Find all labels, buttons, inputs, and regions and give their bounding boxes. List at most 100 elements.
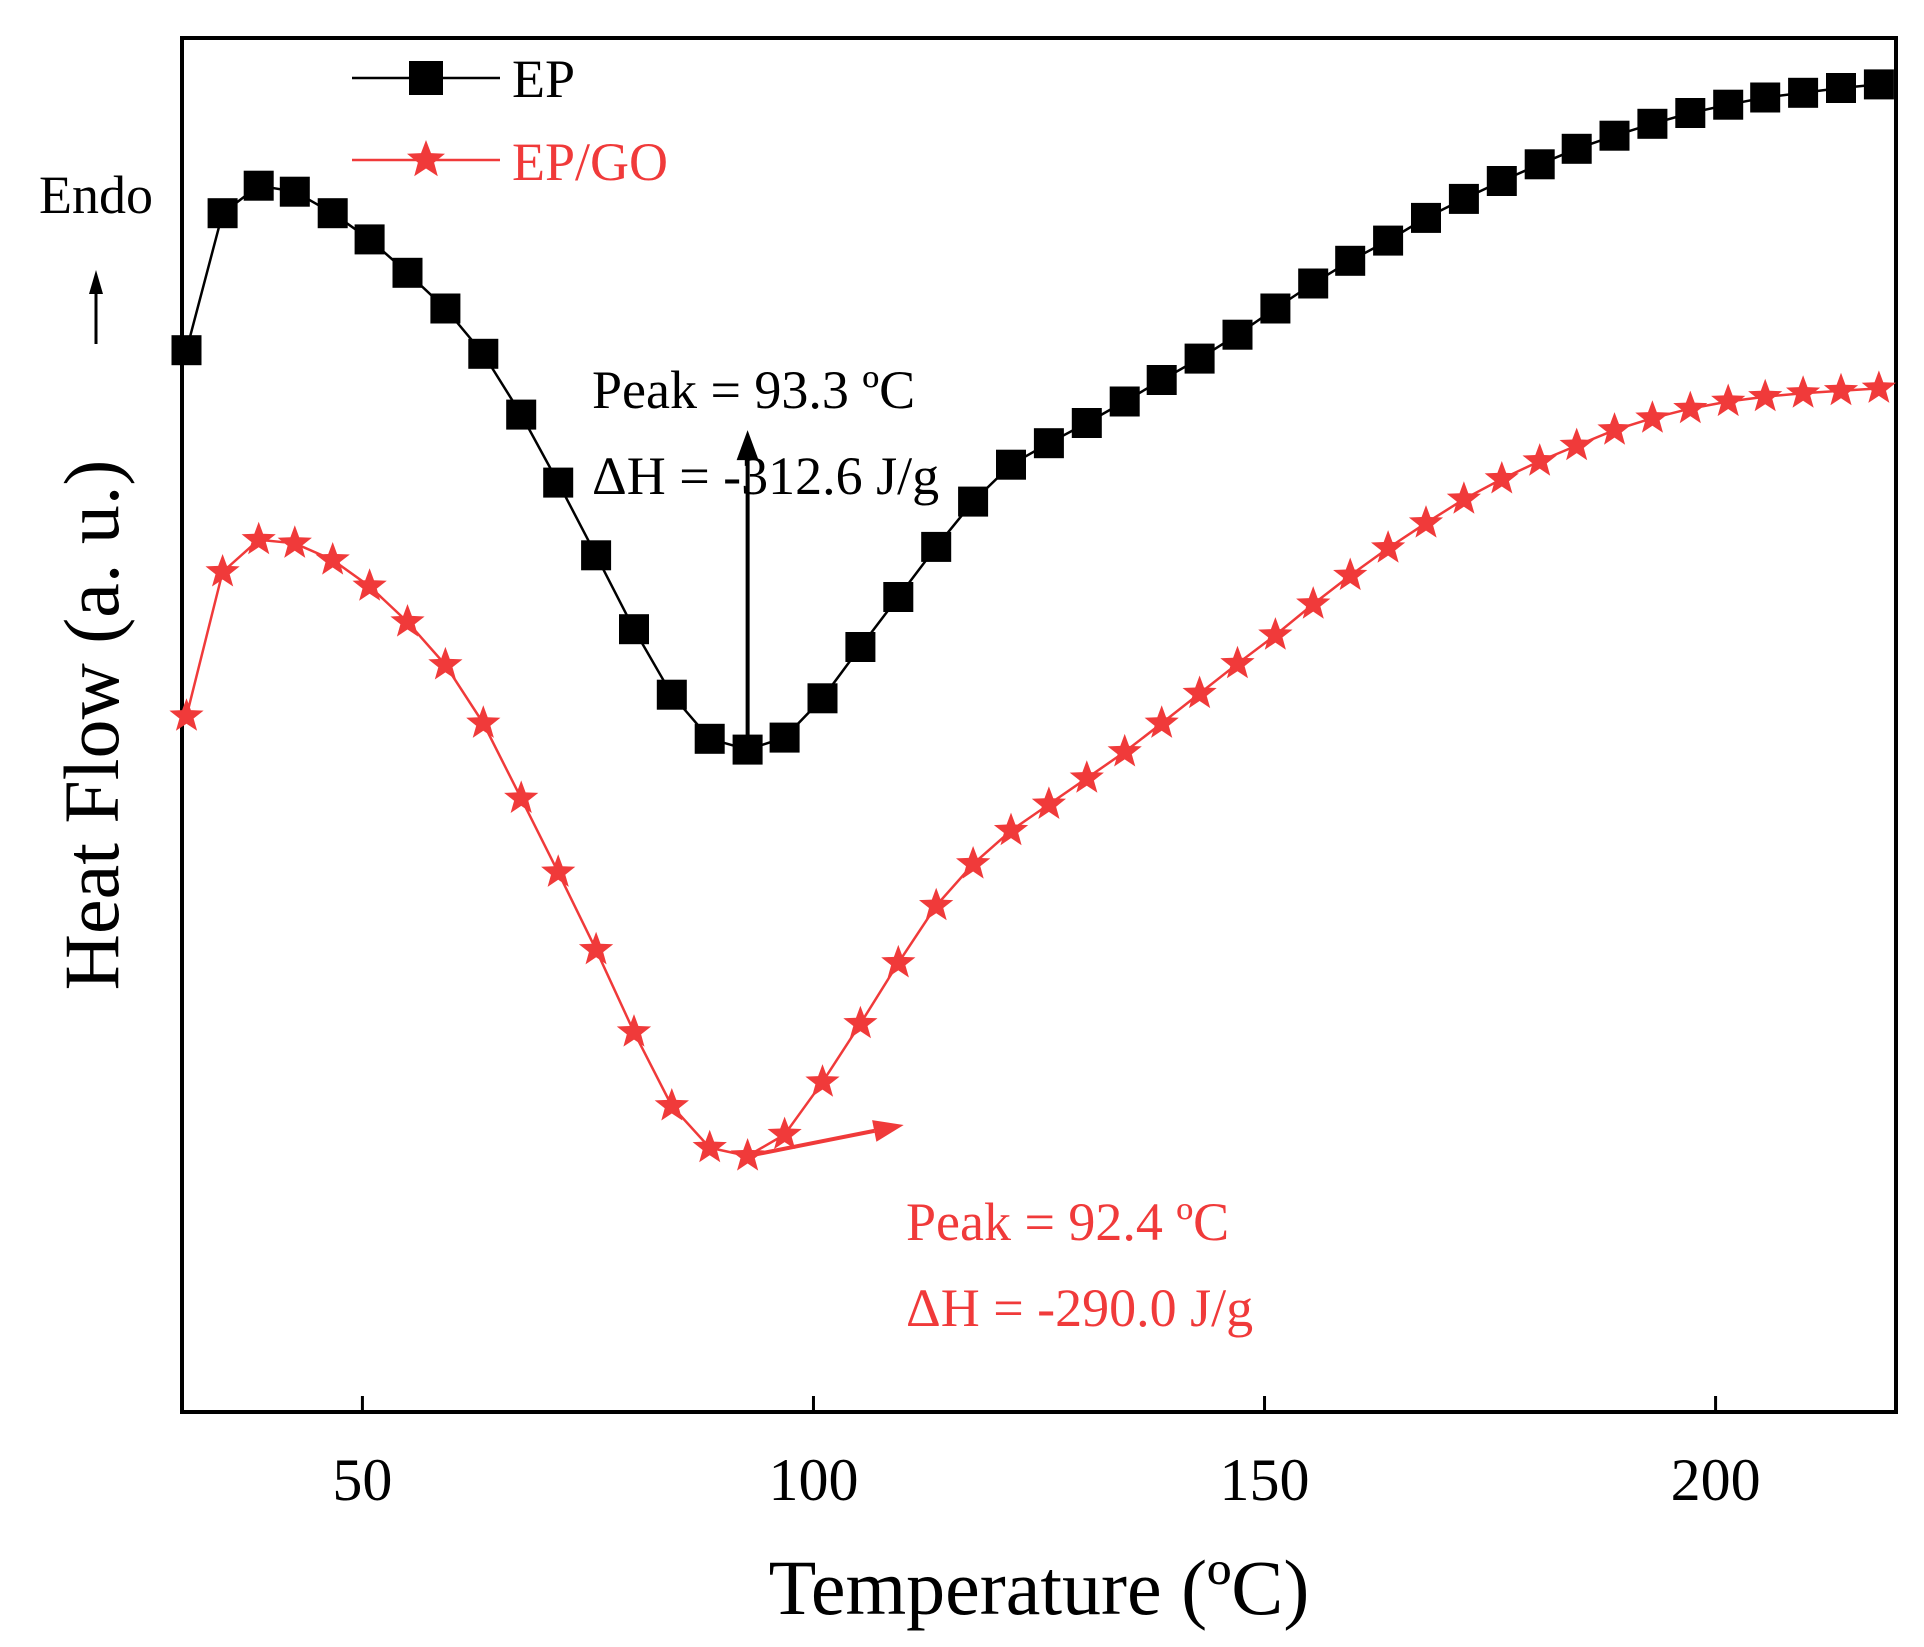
data-point-0-6 — [392, 257, 423, 288]
data-point-1-32 — [1371, 530, 1406, 563]
legend-square-marker — [409, 61, 443, 95]
data-point-1-11 — [578, 931, 614, 965]
data-point-0-16 — [769, 722, 800, 753]
data-point-1-17 — [805, 1064, 840, 1097]
data-point-0-35 — [1486, 166, 1517, 196]
data-point-1-36 — [1522, 443, 1557, 476]
data-point-0-4 — [317, 198, 348, 229]
legend-label-epgo: EP/GO — [512, 132, 668, 192]
data-point-0-31 — [1335, 245, 1366, 276]
data-point-1-45 — [1861, 370, 1896, 403]
data-point-1-40 — [1673, 390, 1708, 424]
data-point-1-14 — [692, 1129, 727, 1163]
data-point-1-26 — [1144, 705, 1179, 738]
data-point-1-34 — [1446, 481, 1481, 514]
data-point-0-39 — [1637, 108, 1668, 139]
x-tick-label-0: 50 — [332, 1447, 392, 1513]
data-point-1-43 — [1786, 375, 1821, 408]
data-point-0-29 — [1260, 293, 1291, 324]
data-point-0-23 — [1033, 428, 1064, 459]
data-point-0-33 — [1411, 202, 1441, 233]
data-point-1-33 — [1408, 505, 1444, 538]
data-point-0-13 — [656, 679, 687, 710]
data-point-0-45 — [1863, 69, 1894, 100]
data-point-0-36 — [1524, 149, 1555, 180]
data-point-0-10 — [543, 467, 574, 498]
data-point-0-44 — [1826, 73, 1856, 103]
x-tick-label-2: 150 — [1220, 1447, 1310, 1513]
data-point-1-12 — [616, 1014, 652, 1047]
data-point-0-8 — [468, 338, 499, 369]
data-point-0-24 — [1071, 408, 1102, 438]
data-point-0-20 — [921, 531, 952, 562]
data-point-1-20 — [919, 887, 954, 921]
y-axis-label: Heat Flow (a. u.) — [48, 460, 135, 991]
data-point-0-21 — [958, 486, 989, 517]
data-point-1-25 — [1107, 733, 1142, 767]
data-point-0-2 — [243, 170, 274, 201]
data-point-1-4 — [315, 542, 350, 575]
data-point-0-9 — [506, 399, 537, 430]
data-point-1-41 — [1711, 383, 1746, 417]
data-point-0-18 — [845, 632, 876, 662]
data-point-0-40 — [1675, 98, 1706, 128]
data-point-1-8 — [466, 705, 501, 738]
data-point-0-34 — [1448, 183, 1479, 214]
data-point-1-13 — [654, 1088, 689, 1121]
data-point-0-38 — [1599, 120, 1630, 151]
data-point-1-44 — [1823, 372, 1859, 406]
data-point-0-0 — [171, 335, 202, 366]
data-point-1-35 — [1484, 461, 1519, 494]
data-point-1-1 — [205, 554, 240, 587]
x-axis-ticks: 50 100 150 200 — [332, 1396, 1761, 1513]
annotation-ep-enthalpy: ΔH = -312.6 J/g — [592, 446, 939, 506]
series-line-1 — [185, 387, 1879, 1158]
epgo-peak-arrow — [747, 1120, 904, 1158]
annotation-epgo-enthalpy: ΔH = -290.0 J/g — [906, 1278, 1253, 1338]
data-point-1-39 — [1635, 400, 1670, 433]
data-point-1-19 — [881, 944, 916, 978]
arrow-layer — [736, 430, 904, 1158]
data-point-1-28 — [1220, 645, 1255, 679]
data-point-1-27 — [1182, 675, 1217, 709]
data-point-1-7 — [428, 646, 463, 680]
data-point-0-32 — [1373, 225, 1404, 256]
data-point-1-22 — [993, 812, 1029, 846]
up-arrow-icon — [89, 270, 103, 344]
data-point-1-29 — [1258, 617, 1293, 650]
annotation-epgo-peak: Peak = 92.4 ºC — [906, 1192, 1229, 1252]
data-point-1-23 — [1031, 786, 1066, 819]
data-point-0-30 — [1298, 268, 1329, 299]
legend-star-marker — [407, 140, 445, 177]
data-point-1-31 — [1333, 557, 1368, 591]
x-tick-label-3: 200 — [1671, 1447, 1761, 1513]
legend: EP EP/GO — [352, 49, 668, 192]
legend-item-epgo: EP/GO — [352, 132, 668, 192]
data-point-1-38 — [1597, 412, 1632, 445]
data-point-1-42 — [1748, 378, 1783, 412]
data-point-0-7 — [430, 293, 461, 324]
data-point-0-12 — [619, 614, 649, 645]
legend-label-ep: EP — [512, 49, 575, 109]
data-point-1-6 — [390, 604, 425, 637]
data-point-1-16 — [767, 1116, 802, 1150]
data-point-0-42 — [1750, 82, 1781, 113]
data-point-1-9 — [504, 780, 539, 813]
ep-peak-arrow — [736, 430, 759, 750]
data-point-1-10 — [541, 854, 576, 887]
endo-label: Endo — [39, 165, 153, 225]
data-point-0-1 — [207, 198, 238, 229]
data-point-1-30 — [1296, 586, 1331, 619]
data-point-1-0 — [169, 698, 204, 731]
data-point-1-37 — [1559, 427, 1594, 461]
data-point-1-21 — [956, 846, 991, 879]
data-point-0-37 — [1561, 133, 1592, 164]
data-point-1-2 — [241, 521, 276, 555]
data-point-1-24 — [1069, 760, 1104, 793]
legend-item-ep: EP — [352, 49, 575, 109]
series-line-0 — [185, 83, 1880, 751]
x-axis-label: Temperature (ºC) — [769, 1544, 1310, 1631]
data-point-0-26 — [1146, 365, 1177, 395]
series-0 — [171, 69, 1894, 765]
